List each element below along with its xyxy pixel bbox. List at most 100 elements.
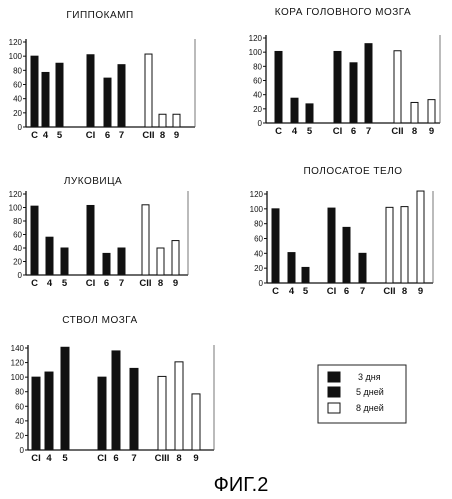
- y-tick-label: 120: [9, 38, 23, 47]
- y-tick-label: 80: [254, 220, 263, 229]
- figure-caption: ФИГ.2: [214, 474, 269, 496]
- legend-swatch-5-days: [327, 386, 341, 398]
- y-tick-label: 40: [15, 417, 24, 426]
- x-tick-label: C: [272, 286, 279, 297]
- x-tick-label: 8: [176, 453, 181, 464]
- bar-8: [400, 206, 409, 284]
- bar-5: [60, 247, 69, 276]
- y-tick-label: 20: [254, 264, 263, 273]
- x-tick-label: CI: [86, 278, 96, 289]
- legend-label-8-days: 8 дней: [356, 403, 384, 413]
- bar-CI: [97, 376, 107, 451]
- bar-4: [287, 252, 296, 284]
- bar-4: [41, 71, 50, 128]
- chart-1: ГИППОКАМП 0 20 40 60 80 100 120 C 4 5 CI 6 7 CII 8 9: [9, 10, 196, 141]
- bar-CI: [333, 50, 342, 124]
- x-tick-label: 8: [158, 278, 163, 289]
- x-tick-label: CII: [139, 278, 151, 289]
- x-tick-label: 5: [307, 126, 313, 137]
- y-tick-label: 0: [259, 279, 264, 288]
- x-tick-label: 4: [46, 453, 52, 464]
- y-tick-label: 40: [254, 249, 263, 258]
- bar-7: [129, 367, 139, 451]
- y-tick-label: 120: [11, 359, 25, 368]
- bar-9: [427, 99, 436, 124]
- x-tick-label: 9: [173, 278, 178, 289]
- x-tick-label: 4: [292, 126, 298, 137]
- legend-swatch-3-days: [327, 371, 341, 383]
- bar-5: [305, 103, 314, 124]
- y-tick-label: 40: [253, 91, 262, 100]
- x-tick-label: 9: [174, 130, 179, 141]
- chart-title: СТВОЛ МОЗГА: [62, 315, 137, 326]
- y-tick-label: 120: [9, 190, 23, 199]
- bar-C: [30, 55, 39, 128]
- bar-7: [364, 43, 373, 124]
- x-tick-label: CIII: [155, 453, 170, 464]
- y-tick-label: 0: [258, 119, 263, 128]
- chart-title: ГИППОКАМП: [66, 10, 133, 21]
- x-tick-label: CI: [327, 286, 337, 297]
- bar-CI: [86, 54, 95, 128]
- chart-5: СТВОЛ МОЗГА 0 20 40 60 80 100 120 140 CI 4 5 CI 6 7 CII…: [11, 315, 215, 464]
- bar-5: [60, 346, 70, 451]
- x-tick-label: CI: [86, 130, 96, 141]
- bar-CI: [31, 376, 41, 451]
- bar-5: [301, 266, 310, 284]
- x-tick-label: 6: [113, 453, 118, 464]
- y-tick-label: 60: [253, 77, 262, 86]
- bar-4: [45, 236, 54, 276]
- bar-CIII: [157, 375, 167, 451]
- x-tick-label: 7: [119, 130, 124, 141]
- y-tick-label: 80: [13, 217, 22, 226]
- y-tick-label: 60: [15, 402, 24, 411]
- y-tick-label: 100: [11, 373, 25, 382]
- x-tick-label: 9: [418, 286, 423, 297]
- x-tick-label: 4: [47, 278, 53, 289]
- y-tick-label: 60: [254, 235, 263, 244]
- x-tick-label: C: [31, 130, 38, 141]
- bar-5: [55, 62, 64, 128]
- chart-title: ПОЛОСАТОЕ ТЕЛО: [303, 166, 402, 177]
- x-tick-label: 7: [119, 278, 124, 289]
- bar-CII: [393, 50, 402, 124]
- x-tick-label: 9: [193, 453, 198, 464]
- x-tick-label: CI: [97, 453, 107, 464]
- x-tick-label: CI: [333, 126, 343, 137]
- y-tick-label: 120: [250, 190, 264, 199]
- y-tick-label: 20: [15, 431, 24, 440]
- bar-CII: [144, 53, 153, 128]
- bar-6: [349, 62, 358, 124]
- x-tick-label: C: [275, 126, 282, 137]
- y-tick-label: 0: [20, 446, 25, 455]
- x-tick-label: 6: [344, 286, 349, 297]
- bar-7: [358, 252, 367, 284]
- y-tick-label: 40: [13, 95, 22, 104]
- bar-6: [102, 252, 111, 276]
- x-tick-label: 7: [131, 453, 136, 464]
- x-tick-label: CII: [142, 130, 154, 141]
- legend-label-3-days: 3 дня: [358, 372, 381, 382]
- x-tick-label: CII: [383, 286, 395, 297]
- chart-4: ПОЛОСАТОЕ ТЕЛО 0 20 40 60 80 100 120 C 4 5 CI 6 7 CII 8…: [250, 166, 434, 297]
- bar-9: [172, 113, 181, 128]
- x-tick-label: 6: [351, 126, 356, 137]
- bar-7: [117, 247, 126, 276]
- y-tick-label: 20: [253, 105, 262, 114]
- x-tick-label: CII: [391, 126, 403, 137]
- y-tick-label: 60: [13, 231, 22, 240]
- y-tick-label: 20: [13, 109, 22, 118]
- x-tick-label: C: [31, 278, 38, 289]
- x-tick-label: 7: [366, 126, 371, 137]
- x-tick-label: 6: [105, 130, 110, 141]
- bar-7: [117, 64, 126, 128]
- y-tick-label: 100: [250, 205, 264, 214]
- y-tick-label: 100: [9, 52, 23, 61]
- chart-2: КОРА ГОЛОВНОГО МОЗГА 0 20 40 60 80 100 120 C 4 5 CI…: [249, 7, 441, 137]
- bar-6: [103, 77, 112, 128]
- y-tick-label: 140: [11, 344, 25, 353]
- y-tick-label: 0: [18, 123, 23, 132]
- bar-CI: [86, 204, 95, 276]
- bar-C: [30, 205, 39, 276]
